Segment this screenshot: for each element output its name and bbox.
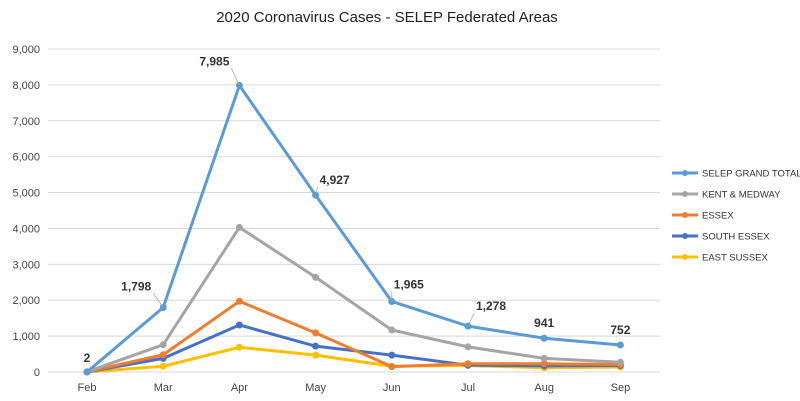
y-tick-label: 5,000: [12, 188, 40, 200]
data-point-south-essex: [312, 342, 320, 350]
x-tick-label: May: [305, 382, 326, 394]
legend-marker-essex: [682, 212, 688, 218]
x-tick-label: Sep: [611, 382, 631, 394]
legend-marker-east-sussex: [682, 254, 688, 260]
data-label: 1,798: [121, 279, 151, 293]
data-point-essex: [312, 329, 320, 337]
legend-label-south-essex: SOUTH ESSEX: [702, 232, 770, 243]
data-point-east-sussex: [235, 343, 243, 351]
data-point-kent-medway: [388, 326, 396, 334]
gridlines: [48, 48, 660, 373]
legend: SELEP GRAND TOTAL KENT & MEDWAY ESSEX SOUTH…: [672, 169, 800, 264]
data-point-kent-medway: [464, 343, 472, 351]
data-point-kent-medway: [616, 358, 624, 366]
chart-title: 2020 Coronavirus Cases - SELEP Federated…: [216, 9, 558, 26]
y-tick-label: 4,000: [12, 223, 40, 235]
data-point-essex: [464, 360, 472, 368]
data-point-kent-medway: [540, 354, 548, 362]
y-axis: 0 1,000 2,000 3,000 4,000 5,000 6,000 7,000 8,00…: [12, 44, 40, 379]
legend-marker-kent-medway: [682, 191, 688, 197]
data-point-kent-medway: [159, 341, 167, 349]
data-label: 1,278: [476, 299, 506, 313]
y-tick-label: 3,000: [12, 259, 40, 271]
x-tick-label: Mar: [154, 382, 173, 394]
data-point-selep-grand-total: [83, 368, 91, 376]
data-label: 941: [534, 316, 554, 330]
y-tick-label: 0: [34, 367, 40, 379]
y-tick-label: 1,000: [12, 331, 40, 343]
data-label: 752: [610, 323, 630, 337]
legend-marker-selep-grand-total: [682, 170, 688, 176]
legend-label-essex: ESSEX: [702, 211, 734, 222]
data-point-east-sussex: [312, 351, 320, 359]
x-tick-label: Jul: [461, 382, 475, 394]
legend-label-selep-grand-total: SELEP GRAND TOTAL: [702, 169, 800, 180]
series-line-selep-grand-total: [85, 83, 622, 374]
data-point-east-sussex: [159, 362, 167, 370]
data-label: 7,985: [199, 54, 229, 68]
data-point-kent-medway: [235, 223, 243, 231]
x-tick-label: Jun: [383, 382, 401, 394]
data-point-kent-medway: [312, 273, 320, 281]
data-label-leader: [315, 187, 318, 196]
series-line-east-sussex: [85, 345, 622, 374]
data-label: 4,927: [320, 173, 350, 187]
data-label-leader: [231, 68, 240, 86]
data-label: 2: [84, 351, 91, 365]
data-point-essex: [388, 363, 396, 371]
x-tick-label: Aug: [534, 382, 554, 394]
y-tick-label: 7,000: [12, 116, 40, 128]
x-axis: Feb Mar Apr May Jun Jul Aug Sep: [78, 382, 631, 394]
data-point-south-essex: [388, 351, 396, 359]
data-labels: 2 1,798 7,985 4,927 1,965 1,278 941 752: [84, 54, 631, 365]
y-tick-label: 9,000: [12, 44, 40, 56]
data-point-south-essex: [235, 321, 243, 329]
legend-marker-south-essex: [682, 233, 688, 239]
x-tick-label: Feb: [78, 382, 97, 394]
data-label: 1,965: [394, 277, 424, 291]
series-line-kent-medway: [85, 225, 622, 374]
y-tick-label: 2,000: [12, 295, 40, 307]
data-point-essex: [235, 297, 243, 305]
data-label-leader: [152, 293, 164, 308]
legend-label-east-sussex: EAST SUSSEX: [702, 253, 768, 264]
data-point-essex: [159, 351, 167, 359]
legend-label-kent-medway: KENT & MEDWAY: [702, 190, 781, 201]
data-point-selep-grand-total: [616, 341, 624, 349]
data-point-selep-grand-total: [540, 334, 548, 342]
y-tick-label: 6,000: [12, 152, 40, 164]
y-tick-label: 8,000: [12, 80, 40, 92]
data-label-leader: [467, 312, 475, 327]
series-line-essex: [85, 299, 622, 374]
x-tick-label: Apr: [231, 382, 248, 394]
